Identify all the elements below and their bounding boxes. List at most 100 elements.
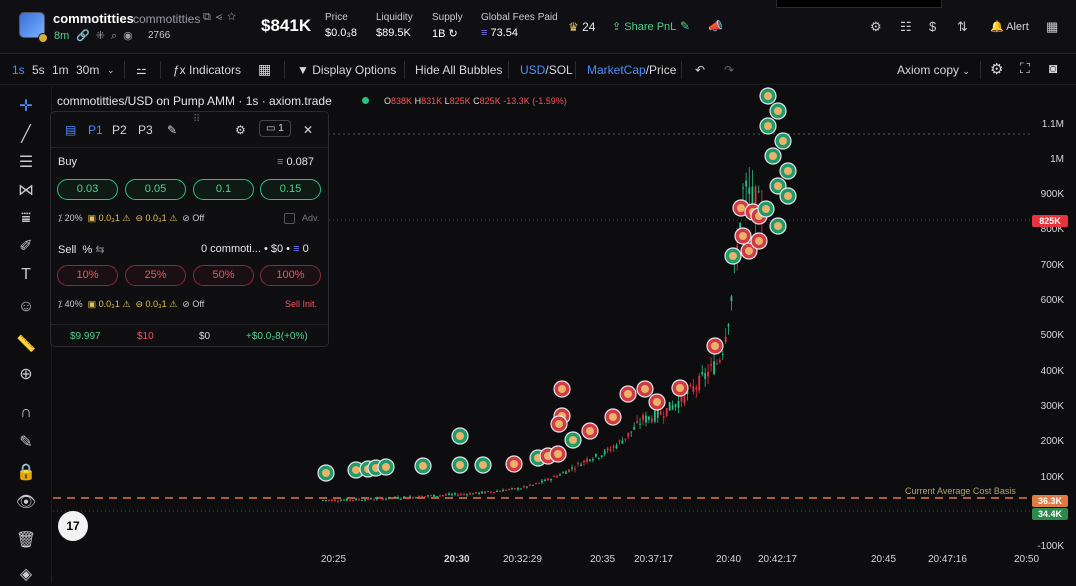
close-icon[interactable]: ✕ bbox=[303, 123, 314, 137]
text-icon[interactable]: T bbox=[21, 266, 31, 283]
candle-body bbox=[343, 499, 345, 501]
megaphone-icon[interactable]: 📣 bbox=[708, 19, 723, 33]
interval-5s[interactable]: 5s bbox=[32, 63, 45, 77]
buy-settings-row[interactable]: ⁒ 20% ▣ 0.0₃1 ⚠ ⊖ 0.0₃1 ⚠ ⊘ Off bbox=[58, 213, 204, 224]
search-icon[interactable]: ⌕ bbox=[110, 30, 124, 42]
hide-bubbles-button[interactable]: Hide All Bubbles bbox=[415, 63, 503, 77]
share-icon[interactable]: ⋖ bbox=[215, 11, 228, 23]
sell-settings-row[interactable]: ⁒ 40% ▣ 0.0₃1 ⚠ ⊖ 0.0₃1 ⚠ ⊘ Off bbox=[58, 299, 204, 310]
candle-body bbox=[520, 488, 522, 490]
swap-icon[interactable]: ⇆ bbox=[95, 244, 105, 256]
sliders-icon[interactable]: ☷ bbox=[900, 19, 912, 34]
tab-p2[interactable]: P2 bbox=[112, 123, 127, 137]
camera-icon[interactable]: ◙ bbox=[1049, 60, 1058, 76]
price-chart[interactable] bbox=[53, 86, 1030, 583]
token-avatar[interactable] bbox=[19, 12, 45, 38]
interval-30m[interactable]: 30m bbox=[76, 63, 100, 77]
candle-body bbox=[379, 497, 381, 499]
price-axis[interactable]: 1.1M 1M 900K 800K 700K 600K 500K 400K 300K 200K 10… bbox=[1030, 86, 1076, 552]
emoji-icon[interactable]: ☺ bbox=[17, 298, 35, 315]
grid-icon[interactable]: ⁜ bbox=[95, 30, 111, 42]
fib-icon[interactable]: ⩸ bbox=[21, 210, 31, 227]
edit-icon[interactable]: ✎ bbox=[167, 123, 178, 137]
brush-icon[interactable]: ✐ bbox=[19, 238, 33, 255]
dollar-icon[interactable]: $ bbox=[929, 19, 937, 34]
buy-amount-button[interactable]: 0.15 bbox=[260, 179, 321, 200]
sell-percent-button[interactable]: 25% bbox=[125, 265, 186, 286]
undo-icon[interactable]: ↶ bbox=[695, 63, 706, 77]
sell-unit-toggle[interactable]: % bbox=[82, 244, 93, 256]
eye-icon[interactable]: 👁 bbox=[15, 494, 37, 511]
interval-1m[interactable]: 1m bbox=[52, 63, 69, 77]
settings-icon[interactable]: ⚙ bbox=[870, 19, 882, 34]
settings-icon[interactable]: ⚙ bbox=[235, 123, 246, 137]
advanced-checkbox[interactable] bbox=[284, 213, 295, 224]
interval-1s[interactable]: 1s bbox=[12, 63, 25, 77]
lock-icon[interactable]: 🔒 bbox=[16, 464, 36, 481]
chevron-down-icon[interactable]: ⌄ bbox=[107, 65, 115, 75]
pencil-lock-icon[interactable]: ✎ bbox=[19, 434, 33, 451]
layout-select[interactable]: Axiom copy ⌄ bbox=[897, 63, 970, 77]
time-axis-label: 20:47:16 bbox=[928, 554, 967, 565]
mode-separator: / bbox=[645, 63, 650, 77]
copy-icon[interactable]: ⧉ bbox=[203, 11, 216, 23]
trendline-icon[interactable]: ╱ bbox=[21, 126, 31, 143]
more-icon[interactable]: ▦ bbox=[1046, 19, 1059, 34]
ruler-icon[interactable]: 📏 bbox=[16, 336, 36, 353]
chart-settings-icon[interactable]: ⚙ bbox=[990, 61, 1004, 78]
indicators-label: Indicators bbox=[189, 63, 242, 77]
candle-body bbox=[484, 491, 486, 494]
trade-bubble-face-icon bbox=[569, 436, 577, 444]
candle-body bbox=[562, 472, 564, 474]
trash-icon[interactable]: 🗑 bbox=[15, 532, 37, 549]
trade-bubble-face-icon bbox=[456, 461, 464, 469]
tab-p1[interactable]: P1 bbox=[88, 123, 103, 137]
candle-body bbox=[674, 404, 677, 408]
sell-init-button[interactable]: Sell Init. bbox=[285, 299, 318, 309]
layout-count-badge[interactable]: ▭ 1 bbox=[259, 120, 291, 137]
sell-percent-button[interactable]: 50% bbox=[193, 265, 254, 286]
star-icon[interactable]: ☆ bbox=[227, 11, 242, 23]
fullscreen-icon[interactable]: ⛶ bbox=[1020, 60, 1030, 76]
balance-value: 0.087 bbox=[286, 156, 315, 168]
candle-body bbox=[376, 498, 378, 500]
candle-body bbox=[606, 448, 609, 450]
indicators-button[interactable]: ƒx Indicators bbox=[173, 63, 241, 77]
horizontal-lines-icon[interactable]: ☰ bbox=[18, 154, 34, 171]
candle-body bbox=[472, 493, 474, 495]
refresh-icon[interactable]: ↻ bbox=[448, 28, 458, 40]
buy-amount-button[interactable]: 0.05 bbox=[125, 179, 186, 200]
candle-body bbox=[385, 498, 387, 500]
display-options-button[interactable]: ▼ Display Options bbox=[297, 63, 396, 77]
sell-percent-button[interactable]: 100% bbox=[260, 265, 321, 286]
redo-icon[interactable]: ↷ bbox=[724, 63, 735, 77]
share-pnl-button[interactable]: ⇪ Share PnL bbox=[612, 20, 676, 33]
tab-p3[interactable]: P3 bbox=[138, 123, 153, 137]
crosshair-icon[interactable]: ✛ bbox=[19, 98, 33, 115]
candle-body bbox=[716, 363, 718, 365]
magnet-icon[interactable]: ∩ bbox=[20, 404, 32, 421]
layers-icon[interactable]: ◈ bbox=[19, 566, 33, 583]
tradingview-logo[interactable]: 17 bbox=[58, 511, 88, 541]
buy-amount-button[interactable]: 0.1 bbox=[193, 179, 254, 200]
crown-badge[interactable]: ♛ 24 bbox=[568, 20, 595, 34]
link-icon[interactable]: 🔗 bbox=[76, 30, 96, 42]
low-label: L bbox=[444, 96, 450, 106]
candle-type-icon[interactable]: ⚍ bbox=[136, 63, 147, 77]
layouts-icon[interactable]: ▦ bbox=[258, 61, 272, 77]
token-name: commotitties bbox=[53, 11, 134, 26]
solana-icon: ≡ bbox=[293, 243, 300, 255]
sell-percent-button[interactable]: 10% bbox=[57, 265, 118, 286]
swap-icon[interactable]: ⇅ bbox=[957, 19, 968, 34]
wallet-icon[interactable]: ▤ bbox=[65, 123, 77, 137]
currency-toggle[interactable]: USD/SOL bbox=[520, 63, 573, 77]
zoom-icon[interactable]: ⊕ bbox=[19, 366, 33, 383]
pin-icon[interactable]: ✎ bbox=[680, 19, 691, 33]
drag-handle-icon[interactable]: ⠿ bbox=[193, 114, 201, 125]
pattern-icon[interactable]: ⋈ bbox=[18, 182, 34, 199]
buy-amount-button[interactable]: 0.03 bbox=[57, 179, 118, 200]
stat-label: Global Fees Paid bbox=[481, 12, 558, 23]
mode-toggle[interactable]: MarketCap/Price bbox=[587, 63, 676, 77]
time-axis[interactable]: 20:25 20:30 20:32:29 20:35 20:37:17 20:40 20:4… bbox=[53, 548, 1039, 583]
alert-button[interactable]: 🔔 Alert bbox=[990, 20, 1029, 33]
